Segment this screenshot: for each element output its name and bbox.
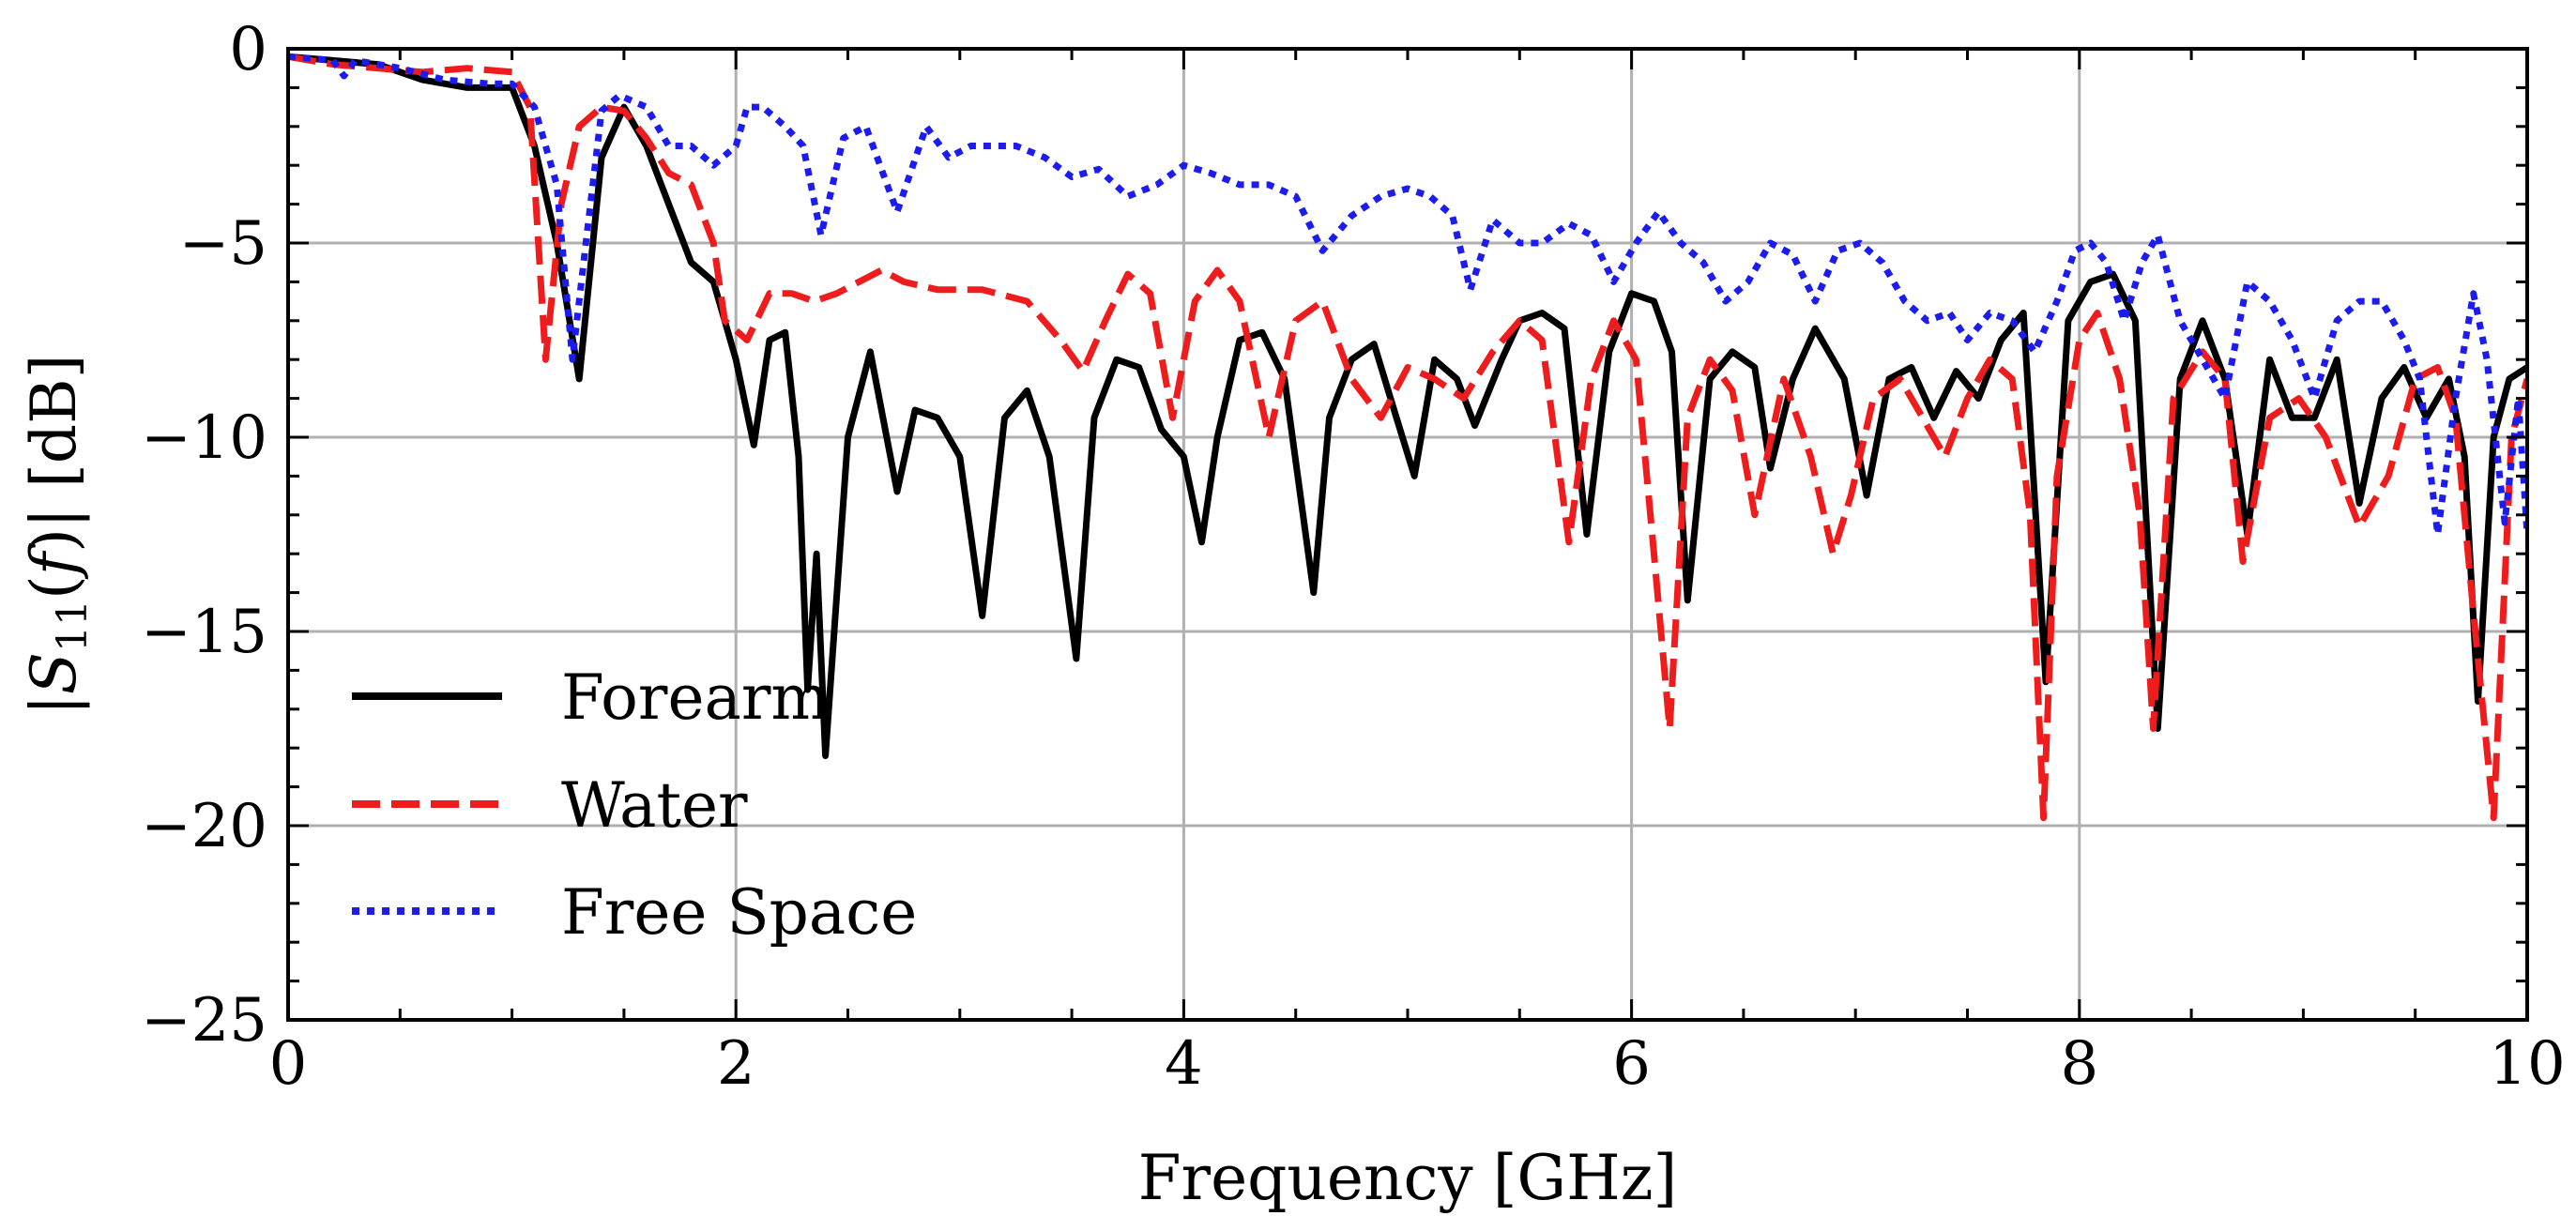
grid-lines: [288, 49, 2527, 1020]
y-tick-label: −5: [179, 209, 267, 279]
y-tick-label: 0: [229, 15, 267, 84]
y-axis-label-close: )|: [18, 508, 90, 553]
y-tick-label: −20: [141, 792, 267, 861]
legend: Forearm Water Free Space: [352, 661, 917, 949]
y-axis-label: |S11(f)| [dB]: [18, 355, 97, 716]
y-axis-label-var: S: [18, 652, 90, 694]
tick-labels: 0 2 4 6 8 10 0 −5 −10 −15 −20 −25: [141, 15, 2566, 1099]
x-axis-label: Frequency [GHz]: [1138, 1142, 1678, 1214]
plot-frame: [286, 47, 2529, 1022]
x-tick-label: 0: [269, 1029, 308, 1099]
legend-label-free-space: Free Space: [561, 876, 917, 949]
y-tick-label: −25: [141, 986, 267, 1056]
series-layer: [288, 53, 2527, 822]
x-tick-label: 6: [1612, 1029, 1651, 1099]
y-axis-label-sub: 11: [49, 600, 97, 652]
legend-label-water: Water: [561, 769, 748, 842]
y-axis-label-open: |: [18, 694, 90, 715]
legend-label-forearm: Forearm: [561, 661, 830, 734]
x-tick-label: 2: [717, 1029, 755, 1099]
series-line-water: [288, 53, 2527, 822]
tick-marks: [286, 47, 2529, 1022]
y-axis-label-mid: (: [18, 575, 90, 600]
y-axis-label-unit: [dB]: [18, 355, 90, 508]
x-tick-label: 4: [1165, 1029, 1203, 1099]
y-tick-label: −15: [141, 598, 267, 667]
series-line-forearm: [288, 53, 2527, 759]
y-tick-label: −10: [141, 403, 267, 473]
x-tick-label: 10: [2489, 1029, 2565, 1099]
x-tick-label: 8: [2060, 1029, 2098, 1099]
